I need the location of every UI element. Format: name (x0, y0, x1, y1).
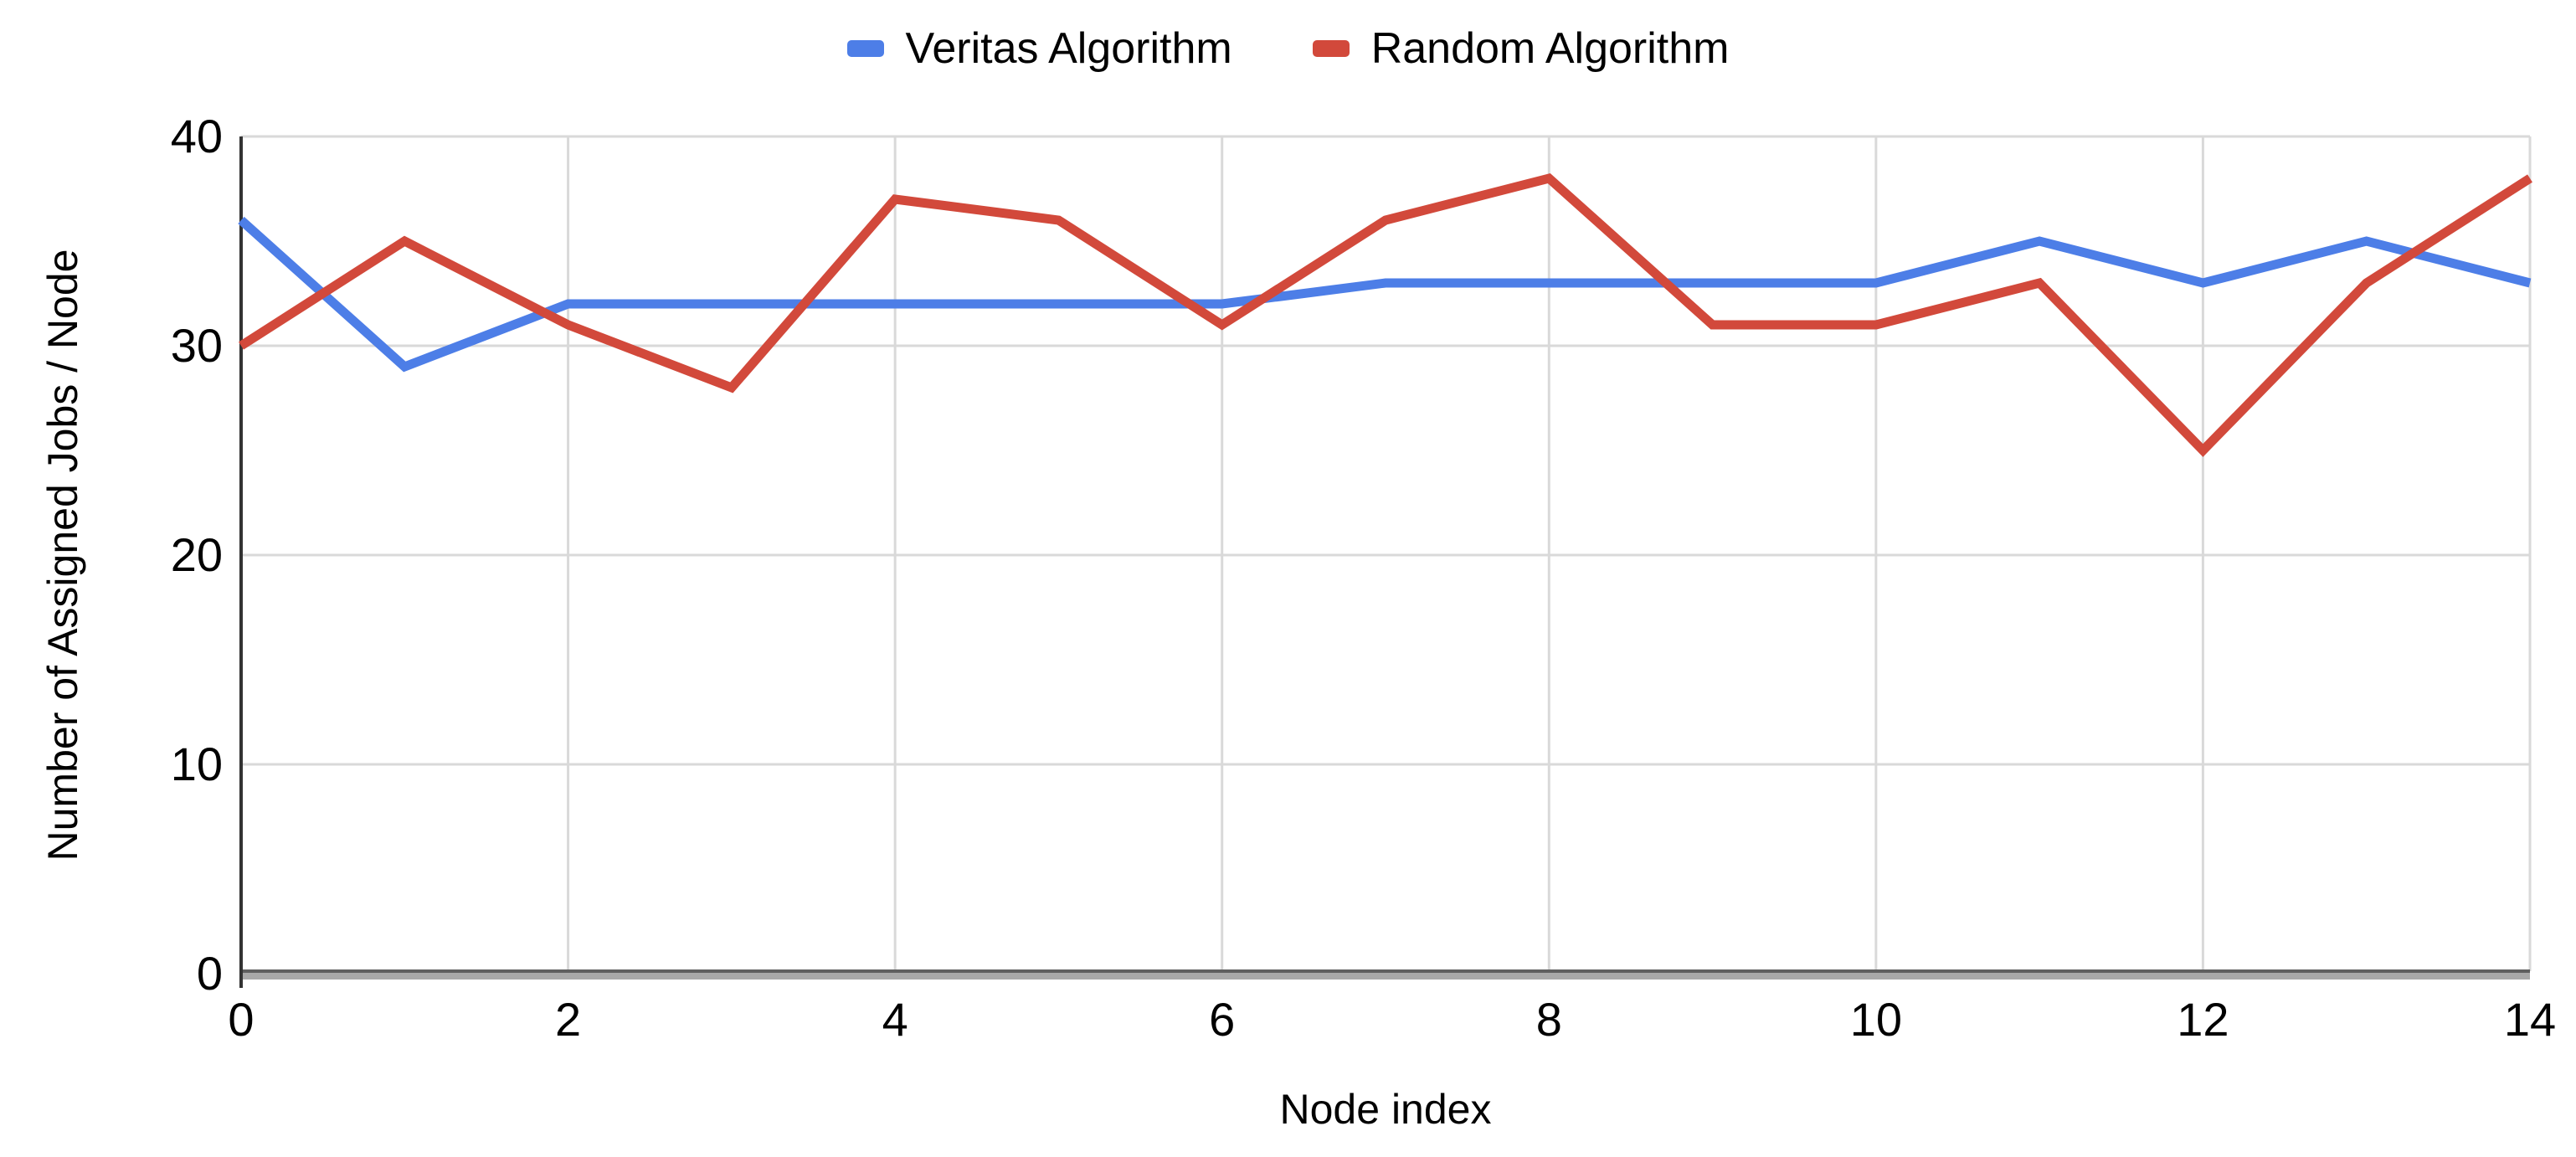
legend-item-veritas: Veritas Algorithm (846, 24, 1232, 73)
x-tick-label: 0 (228, 993, 255, 1046)
x-tick-label: 10 (1849, 993, 1902, 1046)
legend-item-random: Random Algorithm (1312, 24, 1730, 73)
y-tick-label: 0 (196, 947, 223, 1000)
y-tick-label: 30 (170, 319, 223, 372)
y-tick-label: 20 (170, 528, 223, 581)
x-axis-line (241, 969, 2530, 973)
x-tick-label: 6 (1209, 993, 1236, 1046)
series-line-veritas (238, 216, 2532, 373)
x-tick-label: 14 (2503, 993, 2557, 1046)
y-tick-label: 10 (170, 738, 223, 790)
legend-label-random: Random Algorithm (1370, 24, 1730, 73)
random-series-swatch-icon (1312, 40, 1350, 57)
x-axis-band (241, 973, 2530, 980)
veritas-series-swatch-icon (846, 40, 884, 57)
x-tick-label: 8 (1535, 993, 1562, 1046)
x-tick-label: 4 (882, 993, 908, 1046)
x-tick-label: 12 (2177, 993, 2229, 1046)
series-line-random (239, 172, 2532, 457)
legend-label-veritas: Veritas Algorithm (905, 24, 1232, 73)
x-axis-title: Node index (1279, 1086, 1492, 1133)
chart-legend: Veritas Algorithm Random Algorithm (0, 22, 2576, 75)
x-tick-label: 2 (554, 993, 582, 1046)
y-tick-label: 40 (170, 110, 223, 162)
